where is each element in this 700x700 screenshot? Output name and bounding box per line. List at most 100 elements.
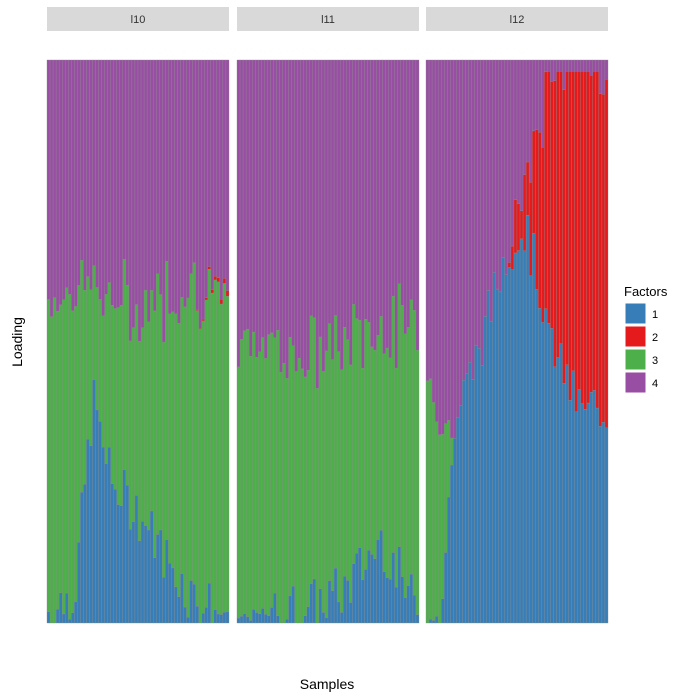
bar-segment-factor-1 — [327, 580, 332, 624]
bar-segment-factor-1 — [116, 504, 120, 624]
bar-segment-factor-3 — [428, 378, 433, 620]
bar-segment-factor-1 — [400, 576, 405, 624]
bar-segment-factor-4 — [592, 59, 597, 72]
bar-segment-factor-3 — [58, 304, 63, 593]
bar-segment-factor-3 — [192, 262, 196, 585]
bar-segment-factor-4 — [294, 59, 298, 372]
bar-segment-factor-4 — [95, 59, 99, 288]
bar-segment-factor-3 — [101, 315, 105, 448]
legend-label-1: 1 — [652, 309, 658, 321]
bar-segment-factor-4 — [349, 59, 353, 366]
bar-segment-factor-1 — [459, 405, 463, 624]
bar-segment-factor-4 — [324, 59, 329, 352]
bar-segment-factor-4 — [303, 59, 307, 378]
facet-label: l12 — [510, 14, 525, 26]
sample-bar — [255, 59, 259, 624]
bar-segment-factor-1 — [125, 485, 130, 624]
bar-segment-factor-4 — [137, 59, 142, 342]
bar-segment-factor-3 — [242, 330, 247, 614]
bar-segment-factor-4 — [255, 59, 259, 358]
legend-label-3: 3 — [652, 355, 658, 367]
bar-segment-factor-4 — [571, 59, 575, 72]
bar-segment-factor-4 — [559, 59, 563, 72]
bar-segment-factor-4 — [412, 59, 417, 311]
bar-segment-factor-3 — [159, 294, 163, 531]
bar-segment-factor-4 — [361, 59, 365, 369]
bar-segment-factor-1 — [541, 322, 545, 624]
bar-segment-factor-3 — [315, 388, 320, 624]
facet-label: l11 — [321, 14, 335, 26]
bar-segment-factor-1 — [577, 389, 581, 624]
bar-segment-factor-4 — [159, 59, 163, 295]
panel-l12: l12 — [425, 7, 609, 624]
bar-segment-factor-4 — [101, 59, 105, 316]
bar-segment-factor-1 — [525, 214, 530, 624]
bar-segment-factor-4 — [177, 59, 181, 324]
sample-bar — [306, 59, 310, 624]
bar-segment-factor-1 — [434, 616, 439, 624]
sample-bar — [264, 59, 268, 624]
bar-segment-factor-4 — [264, 59, 268, 359]
bar-segment-factor-1 — [483, 315, 487, 624]
legend-swatch-3 — [624, 348, 647, 371]
bar-segment-factor-3 — [71, 310, 75, 613]
bar-segment-factor-1 — [248, 620, 253, 624]
bar-segment-factor-3 — [379, 316, 383, 531]
bar-segment-factor-1 — [598, 426, 603, 624]
bar-segment-factor-4 — [492, 59, 496, 273]
sample-bar — [189, 59, 193, 624]
bar-segment-factor-4 — [174, 59, 178, 315]
bar-segment-factor-4 — [300, 59, 304, 369]
bar-segment-factor-4 — [55, 59, 60, 312]
sample-bar — [171, 59, 175, 624]
bar-segment-factor-4 — [541, 59, 545, 148]
facet-strip — [426, 7, 608, 31]
bar-segment-factor-3 — [183, 306, 187, 608]
sample-bar — [382, 59, 386, 624]
sample-bar — [428, 59, 433, 624]
bar-segment-factor-1 — [55, 608, 60, 624]
bar-segment-factor-1 — [522, 250, 527, 624]
bar-segment-factor-3 — [152, 310, 157, 559]
bar-segment-factor-1 — [342, 575, 347, 624]
bar-segment-factor-1 — [101, 446, 105, 624]
sample-bar — [480, 59, 484, 624]
bar-segment-factor-4 — [131, 59, 136, 328]
sample-bar — [152, 59, 157, 624]
bar-segment-factor-4 — [586, 59, 590, 72]
sample-bar — [504, 59, 509, 624]
bar-segment-factor-3 — [364, 319, 368, 570]
bar-segment-factor-4 — [498, 59, 503, 293]
sample-bar — [58, 59, 63, 624]
bar-segment-factor-4 — [477, 59, 481, 349]
bar-segment-factor-3 — [282, 363, 286, 624]
bar-segment-factor-3 — [92, 265, 96, 380]
bar-segment-factor-1 — [574, 411, 578, 624]
bar-segment-factor-1 — [65, 592, 69, 624]
bar-segment-factor-4 — [216, 59, 221, 278]
bar-segment-factor-3 — [165, 260, 169, 540]
bar-segment-factor-4 — [589, 59, 594, 76]
bar-segment-factor-3 — [431, 402, 436, 621]
bar-segment-factor-2 — [222, 278, 227, 284]
bar-segment-factor-4 — [198, 59, 202, 328]
bar-segment-factor-3 — [415, 349, 420, 615]
bar-segment-factor-4 — [318, 59, 323, 338]
bar-segment-factor-2 — [598, 93, 603, 427]
bar-segment-factor-3 — [213, 279, 218, 610]
bar-segment-factor-4 — [444, 59, 448, 424]
bar-segment-factor-4 — [346, 59, 350, 340]
bar-segment-factor-4 — [276, 59, 280, 331]
sample-bar — [415, 59, 420, 624]
sample-bar — [339, 59, 344, 624]
bar-segment-factor-1 — [412, 595, 417, 624]
bar-segment-factor-3 — [339, 369, 344, 613]
sample-bar — [355, 59, 359, 624]
bar-segment-factor-4 — [513, 59, 518, 200]
sample-bar — [412, 59, 417, 624]
bar-segment-factor-1 — [86, 439, 90, 624]
sample-bar — [204, 59, 208, 624]
bar-segment-factor-3 — [303, 376, 307, 616]
sample-bar — [333, 59, 338, 624]
bar-segment-factor-1 — [504, 274, 509, 624]
